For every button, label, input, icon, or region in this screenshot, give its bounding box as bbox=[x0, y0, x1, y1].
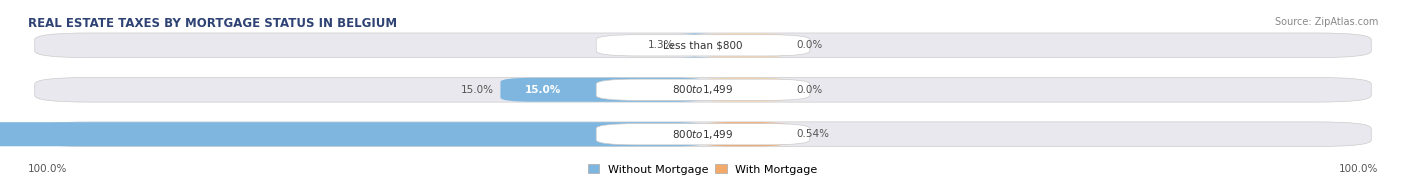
Text: 100.0%: 100.0% bbox=[28, 164, 67, 174]
Text: $800 to $1,499: $800 to $1,499 bbox=[672, 128, 734, 141]
Text: REAL ESTATE TAXES BY MORTGAGE STATUS IN BELGIUM: REAL ESTATE TAXES BY MORTGAGE STATUS IN … bbox=[28, 17, 396, 30]
Text: Less than $800: Less than $800 bbox=[664, 40, 742, 50]
FancyBboxPatch shape bbox=[35, 122, 1371, 147]
Legend: Without Mortgage, With Mortgage: Without Mortgage, With Mortgage bbox=[588, 164, 818, 175]
Text: 15.0%: 15.0% bbox=[526, 85, 561, 95]
Text: 0.0%: 0.0% bbox=[797, 40, 823, 50]
FancyBboxPatch shape bbox=[596, 124, 810, 145]
FancyBboxPatch shape bbox=[699, 33, 790, 57]
Text: 15.0%: 15.0% bbox=[461, 85, 494, 95]
FancyBboxPatch shape bbox=[596, 79, 810, 100]
Text: 0.0%: 0.0% bbox=[797, 85, 823, 95]
FancyBboxPatch shape bbox=[35, 33, 1371, 58]
Text: 0.54%: 0.54% bbox=[797, 129, 830, 139]
FancyBboxPatch shape bbox=[672, 33, 716, 57]
FancyBboxPatch shape bbox=[0, 122, 707, 146]
Text: $800 to $1,499: $800 to $1,499 bbox=[672, 83, 734, 96]
FancyBboxPatch shape bbox=[501, 78, 707, 102]
FancyBboxPatch shape bbox=[699, 78, 790, 102]
FancyBboxPatch shape bbox=[35, 77, 1371, 102]
FancyBboxPatch shape bbox=[699, 122, 790, 146]
Text: Source: ZipAtlas.com: Source: ZipAtlas.com bbox=[1275, 17, 1378, 27]
Text: 1.3%: 1.3% bbox=[648, 40, 675, 50]
FancyBboxPatch shape bbox=[596, 35, 810, 56]
Text: 100.0%: 100.0% bbox=[1339, 164, 1378, 174]
